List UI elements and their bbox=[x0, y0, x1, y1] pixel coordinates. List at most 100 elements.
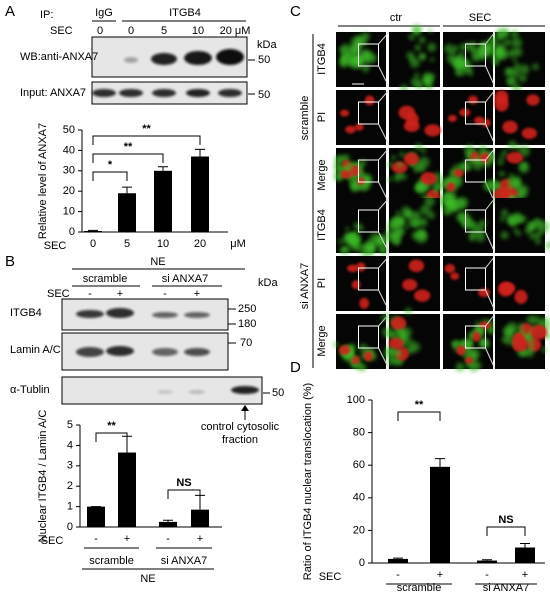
label: - bbox=[485, 569, 489, 581]
label: 50 bbox=[258, 54, 270, 66]
green-signal bbox=[537, 220, 550, 233]
label: si ANXA7 bbox=[162, 273, 208, 285]
rule bbox=[378, 89, 390, 103]
red-nucleus bbox=[444, 263, 456, 274]
band bbox=[157, 390, 173, 394]
zoom-box bbox=[358, 267, 379, 291]
label: * bbox=[108, 159, 113, 171]
green-signal bbox=[418, 36, 426, 44]
green-signal bbox=[400, 327, 412, 339]
green-signal bbox=[420, 204, 431, 216]
green-signal bbox=[428, 28, 433, 34]
green-signal bbox=[392, 333, 399, 339]
label: si ANXA7 bbox=[299, 263, 311, 309]
red-nucleus bbox=[402, 278, 418, 291]
band bbox=[152, 89, 176, 97]
label: + bbox=[197, 533, 203, 545]
green-signal bbox=[547, 334, 550, 339]
label: - bbox=[396, 569, 400, 581]
label: si ANXA7 bbox=[483, 582, 529, 592]
bracket bbox=[486, 526, 526, 536]
error-bar bbox=[163, 519, 173, 522]
red-nucleus bbox=[479, 152, 490, 164]
green-signal bbox=[411, 24, 422, 35]
label: 40 bbox=[353, 492, 365, 504]
band bbox=[231, 386, 259, 394]
rule bbox=[378, 255, 390, 269]
label: 10 bbox=[63, 206, 75, 218]
green-signal bbox=[387, 177, 392, 182]
label: 250 bbox=[238, 303, 256, 315]
label: ** bbox=[107, 420, 116, 432]
green-signal bbox=[513, 228, 519, 234]
green-signal bbox=[416, 184, 423, 191]
green-signal bbox=[516, 188, 528, 200]
green-signal bbox=[519, 64, 530, 75]
label: 100 bbox=[347, 394, 365, 406]
green-signal bbox=[339, 46, 347, 54]
label: PI bbox=[316, 112, 328, 122]
green-signal bbox=[515, 215, 524, 224]
bar bbox=[87, 506, 105, 527]
green-signal bbox=[444, 209, 449, 214]
label: + bbox=[124, 533, 130, 545]
green-signal bbox=[421, 217, 426, 222]
bracket bbox=[397, 411, 441, 421]
green-signal bbox=[514, 326, 521, 332]
bar bbox=[191, 509, 209, 527]
green-signal bbox=[412, 222, 418, 228]
green-signal bbox=[501, 28, 510, 37]
green-signal bbox=[527, 349, 532, 354]
label: 0 bbox=[69, 226, 75, 238]
green-signal bbox=[420, 167, 426, 173]
zoom-box bbox=[465, 43, 486, 67]
green-signal bbox=[532, 63, 539, 71]
green-signal bbox=[495, 30, 503, 38]
red-nucleus bbox=[446, 182, 456, 192]
red-nucleus bbox=[357, 177, 366, 185]
red-nucleus bbox=[512, 332, 526, 347]
red-nucleus bbox=[493, 187, 511, 201]
red-nucleus bbox=[500, 282, 516, 294]
green-signal bbox=[362, 32, 371, 41]
zoom-box bbox=[358, 43, 379, 67]
red-nucleus bbox=[345, 125, 356, 134]
green-signal bbox=[520, 326, 525, 331]
label: SEC bbox=[47, 288, 70, 300]
green-signal bbox=[433, 185, 441, 193]
green-signal bbox=[450, 205, 459, 213]
label: ITGB4 bbox=[316, 43, 328, 75]
green-signal bbox=[361, 63, 370, 73]
green-signal bbox=[453, 45, 459, 51]
label: 5 bbox=[161, 25, 167, 37]
label: ITGB4 bbox=[10, 307, 42, 319]
error-bar bbox=[482, 559, 492, 561]
green-signal bbox=[371, 55, 376, 61]
rule bbox=[378, 31, 390, 45]
green-signal bbox=[353, 222, 362, 231]
red-nucleus bbox=[447, 114, 457, 122]
green-signal bbox=[401, 174, 408, 180]
green-signal bbox=[541, 347, 547, 353]
label: 10 bbox=[192, 25, 204, 37]
label: NS bbox=[498, 514, 513, 526]
rule bbox=[485, 147, 496, 161]
green-signal bbox=[414, 44, 422, 52]
red-nucleus bbox=[349, 165, 361, 177]
error-bar bbox=[195, 148, 205, 157]
red-nucleus bbox=[526, 94, 540, 106]
label: IP: bbox=[40, 9, 53, 21]
label: Ratio of ITGB4 nuclear translocation (%) bbox=[302, 383, 314, 580]
label: IgG bbox=[95, 7, 113, 19]
bar bbox=[118, 193, 136, 232]
red-nucleus bbox=[414, 289, 431, 302]
red-nucleus bbox=[354, 123, 364, 131]
green-signal bbox=[491, 37, 497, 43]
band bbox=[119, 89, 143, 97]
red-nucleus bbox=[459, 108, 471, 117]
bracket bbox=[95, 432, 128, 442]
red-nucleus bbox=[424, 124, 441, 137]
label: 180 bbox=[238, 318, 256, 330]
green-signal bbox=[338, 239, 344, 245]
label: control cytosolic bbox=[201, 421, 280, 433]
